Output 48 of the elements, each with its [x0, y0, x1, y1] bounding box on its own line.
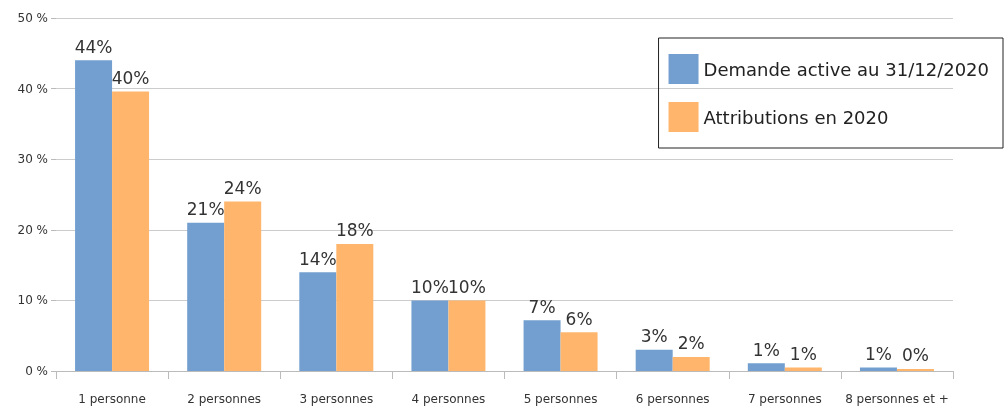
data-label: 24%: [223, 178, 262, 199]
x-tick-label: 2 personnes: [187, 392, 262, 406]
legend-label: Attributions en 2020: [703, 106, 889, 128]
data-label: 2%: [677, 333, 705, 354]
data-label: 0%: [901, 345, 929, 366]
data-label: 3%: [640, 326, 668, 347]
data-label: 1%: [752, 339, 780, 360]
bar: [784, 367, 822, 371]
y-tick-label: 40 %: [17, 81, 48, 96]
data-label: 6%: [565, 308, 593, 329]
bar: [896, 368, 934, 371]
bar: [299, 272, 337, 371]
data-label: 21%: [186, 199, 225, 220]
bar: [448, 300, 486, 371]
y-tick-label: 50 %: [17, 11, 48, 25]
data-label: 1%: [789, 343, 817, 364]
x-tick-label: 1 personne: [78, 392, 146, 406]
bar: [523, 320, 561, 371]
y-tick-label: 10 %: [17, 293, 48, 308]
data-label: 40%: [111, 67, 150, 88]
data-label: 1%: [864, 343, 892, 364]
x-tick-label: 7 personnes: [747, 392, 822, 406]
bar: [75, 60, 113, 371]
data-label: 7%: [528, 296, 556, 317]
bar: [336, 243, 374, 371]
bar: [747, 363, 785, 371]
x-tick-label: 6 personnes: [635, 392, 710, 406]
bar: [859, 367, 897, 371]
data-label: 18%: [335, 220, 374, 241]
x-tick-label: 5 personnes: [523, 392, 598, 406]
bar: [112, 91, 150, 371]
y-tick-label: 30 %: [17, 152, 48, 167]
legend-label: Demande active au 31/12/2020: [703, 58, 989, 80]
bar: [672, 356, 710, 371]
bar: [411, 300, 449, 371]
data-label: 44%: [74, 36, 113, 57]
bar: [560, 332, 598, 371]
data-label: 10%: [411, 276, 449, 297]
bar: [635, 349, 673, 371]
x-tick-label: 4 personnes: [411, 392, 486, 406]
data-label: 10%: [448, 276, 486, 297]
x-tick-label: 3 personnes: [299, 392, 374, 406]
data-label: 14%: [298, 248, 337, 269]
bar: [187, 222, 225, 371]
y-tick-label: 20 %: [17, 222, 48, 237]
x-tick-label: 8 personnes et +: [845, 392, 949, 406]
bar: [224, 201, 262, 371]
y-tick-label: 0 %: [25, 364, 48, 378]
